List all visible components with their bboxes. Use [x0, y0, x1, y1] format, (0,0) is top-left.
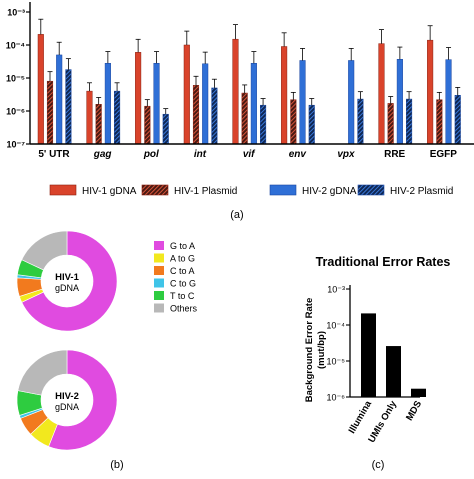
donut-center-sublabel: gDNA — [55, 402, 79, 412]
donut-center-label: HIV-1 — [55, 272, 79, 283]
panel-a-ytick-label: 10⁻⁴ — [6, 41, 25, 51]
panel-a-bar — [202, 63, 209, 145]
panel-a-bar — [183, 44, 190, 145]
panel-a-bar — [241, 92, 248, 145]
panel-a-xtick-label: EGFP — [430, 149, 458, 160]
panel-label-b: (b) — [110, 459, 123, 471]
panel-a-bar — [387, 103, 394, 145]
panel-a-bar — [65, 69, 72, 145]
panel-c-ytick-label: 10⁻⁶ — [327, 393, 346, 403]
panel-a-bar — [86, 90, 93, 145]
panel-c-ylabel-line1: Background Error Rate — [304, 298, 315, 403]
legend-swatch — [49, 184, 77, 196]
panel-a-bar-chart: 10⁻³ 10⁻⁴ 10⁻⁵ 10⁻⁶ 10⁻⁷ 5' UTR gag pol int vif en… — [6, 2, 474, 197]
legend-swatch — [269, 184, 297, 196]
panel-a-bar — [104, 62, 111, 145]
legend-label: HIV-1 Plasmid — [174, 186, 237, 197]
panel-c-ylabel-line2: (mut/bp) — [316, 331, 327, 369]
panel-label-c: (c) — [372, 459, 385, 471]
panel-label-a: (a) — [230, 209, 243, 221]
panel-a-xtick-label: pol — [143, 149, 159, 160]
panel-a-ytick-label: 10⁻³ — [7, 8, 25, 18]
panel-a-bar — [308, 104, 315, 145]
panel-a-bar — [95, 104, 102, 145]
donut-slice — [17, 349, 68, 396]
panel-a-ytick-label: 10⁻⁷ — [7, 140, 26, 150]
panel-c-ytick-label: 10⁻⁵ — [327, 357, 346, 367]
panel-b-legend-label: C to A — [170, 266, 195, 276]
panel-a-bar — [232, 38, 239, 145]
panel-b-legend-swatch — [154, 241, 164, 250]
panel-a-bar — [281, 46, 288, 145]
panel-b-legend-swatch — [154, 303, 164, 313]
panel-a-xtick-label: env — [289, 149, 308, 160]
panel-a-xtick-label: vif — [243, 149, 256, 160]
panel-a-bar — [348, 60, 355, 145]
panel-a-ytick-label: 10⁻⁵ — [6, 74, 25, 84]
panel-c-bar-chart: Traditional Error Rates Background Error… — [304, 255, 450, 445]
panel-c-ytick-label: 10⁻⁴ — [326, 321, 345, 331]
panel-b-legend-swatch — [154, 278, 164, 288]
legend-label: HIV-2 Plasmid — [390, 186, 453, 197]
panel-b-legend-label: T to C — [170, 291, 195, 301]
panel-c-bar — [411, 388, 426, 397]
panel-a-xtick-label: 5' UTR — [38, 149, 70, 160]
panel-a-xtick-label: vpx — [337, 149, 355, 160]
panel-a-bar — [114, 90, 121, 145]
panel-a-bar — [135, 52, 142, 145]
panel-b-legend-swatch — [154, 291, 164, 300]
panel-a-bar — [436, 99, 443, 145]
legend-label: HIV-2 gDNA — [302, 186, 357, 197]
panel-c-title: Traditional Error Rates — [316, 255, 451, 269]
donut-slice — [48, 349, 118, 451]
legend-swatch — [141, 184, 169, 196]
panel-a-bar — [192, 85, 200, 145]
panel-a-bar — [445, 59, 452, 145]
panel-c-bar — [386, 346, 401, 397]
panel-a-bar — [46, 80, 54, 145]
panel-a-bar — [153, 62, 160, 145]
panel-a-bar — [260, 104, 267, 145]
donut-center-label: HIV-2 — [55, 391, 79, 402]
donut-center-sublabel: gDNA — [55, 283, 79, 293]
donut-slice — [21, 230, 118, 332]
panel-a-bar — [454, 95, 461, 145]
panel-a-bar — [299, 60, 306, 145]
panel-a-bar — [162, 113, 169, 145]
panel-a-legend: HIV-1 gDNA HIV-1 Plasmid HIV-2 gDNA HIV-2 P… — [49, 184, 453, 197]
panel-a-bar — [56, 54, 63, 145]
legend-label: HIV-1 gDNA — [82, 186, 137, 197]
legend-swatch — [357, 184, 385, 196]
panel-c-ytick-label: 10⁻³ — [327, 285, 345, 295]
panel-b-legend-label: G to A — [170, 241, 195, 251]
panel-a-bar — [427, 39, 434, 145]
panel-b-legend-swatch — [154, 253, 164, 263]
panel-a-bar — [357, 98, 364, 145]
panel-a-bar — [396, 58, 403, 145]
panel-a-bar — [250, 62, 257, 145]
panel-a-bar — [37, 34, 44, 145]
panel-a-xtick-label: gag — [93, 149, 112, 160]
panel-a-bar — [144, 105, 151, 145]
panel-a-bar — [378, 43, 385, 145]
panel-b-legend-label: C to G — [170, 279, 196, 289]
panel-a-ytick-label: 10⁻⁶ — [6, 107, 25, 117]
panel-b-legend-swatch — [154, 266, 164, 275]
panel-c-xtick-label: Illumina — [347, 398, 375, 435]
panel-a-bar — [406, 98, 413, 145]
panel-b-legend-label: A to G — [170, 254, 195, 264]
panel-c-xtick-label: MDS — [404, 399, 424, 423]
panel-a-bar — [211, 87, 218, 145]
panel-b-legend-label: Others — [170, 304, 198, 314]
panel-c-bar — [361, 313, 376, 397]
donut-slice — [21, 230, 68, 271]
panel-a-bar — [290, 99, 297, 145]
panel-a-xtick-label: int — [194, 149, 207, 160]
panel-a-xtick-label: RRE — [384, 149, 405, 160]
